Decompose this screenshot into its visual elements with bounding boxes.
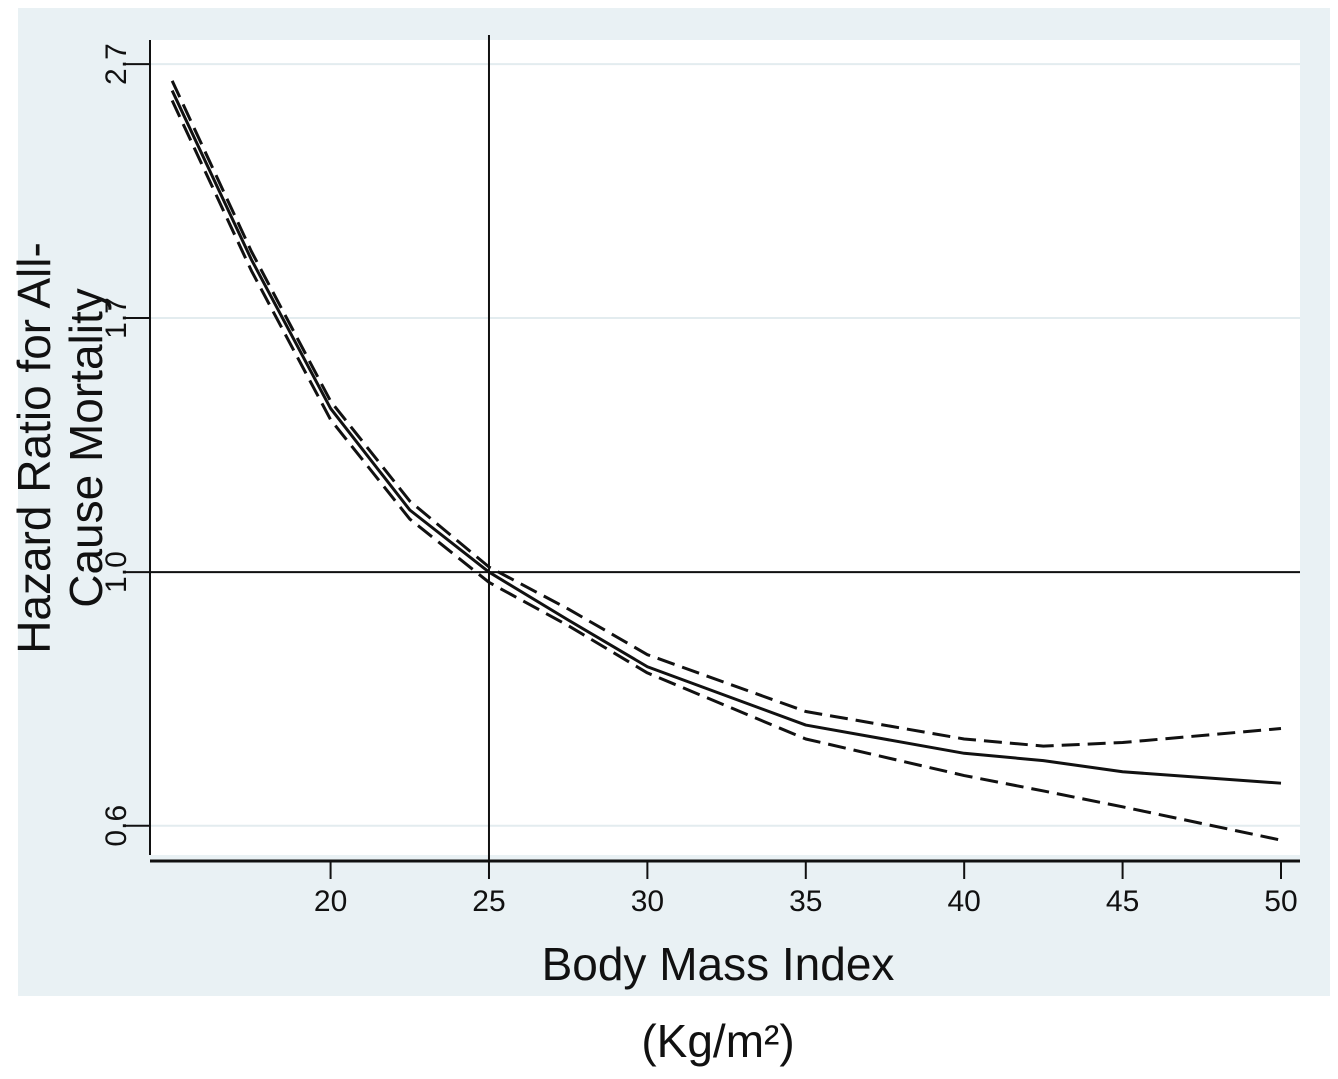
y-axis-label: Hazard Ratio for All- <box>8 242 60 654</box>
x-tick-label: 50 <box>1264 885 1297 918</box>
y-tick-label: 0.6 <box>100 805 133 847</box>
confidence-line <box>170 99 1282 842</box>
plot-area <box>150 40 1300 855</box>
x-axis-label: Body Mass Index <box>542 938 895 990</box>
estimate-line <box>170 89 1282 785</box>
x-tick-label: 40 <box>947 885 980 918</box>
x-tick-label: 25 <box>472 885 505 918</box>
x-tick-label: 20 <box>314 885 347 918</box>
confidence-line <box>170 80 1282 748</box>
x-axis-label: (Kg/m²) <box>641 1015 794 1067</box>
x-tick-label: 45 <box>1106 885 1139 918</box>
y-axis-label: Cause Mortality <box>60 288 112 608</box>
y-tick-label: 1.7 <box>100 297 133 339</box>
y-tick-label: 2.7 <box>100 43 133 85</box>
x-tick-label: 30 <box>631 885 664 918</box>
x-tick-label: 35 <box>789 885 822 918</box>
y-tick-label: 1.0 <box>100 551 133 593</box>
